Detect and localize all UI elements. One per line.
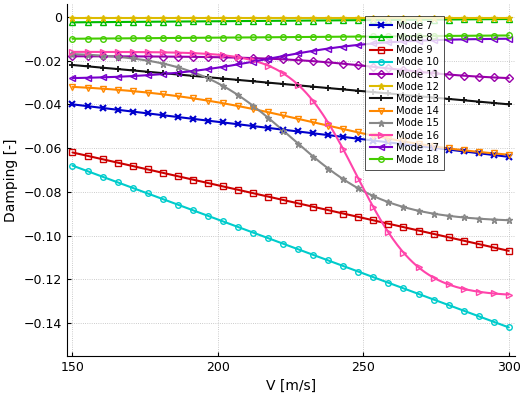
X-axis label: V [m/s]: V [m/s] bbox=[266, 379, 316, 393]
Y-axis label: Damping [-]: Damping [-] bbox=[4, 138, 18, 222]
Legend: Mode 7, Mode 8, Mode 9, Mode 10, Mode 11, Mode 12, Mode 13, Mode 14, Mode 15, Mo: Mode 7, Mode 8, Mode 9, Mode 10, Mode 11… bbox=[365, 16, 444, 170]
